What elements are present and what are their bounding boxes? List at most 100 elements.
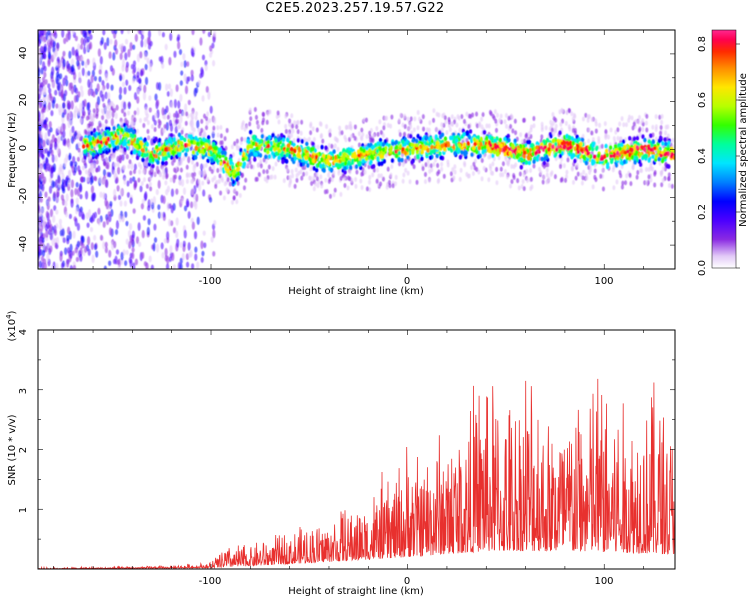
spectrogram-cell: [542, 160, 547, 166]
spectrogram-cell: [116, 130, 121, 136]
spectrogram-cell: [339, 175, 343, 181]
spectrogram-cell: [90, 75, 94, 84]
spectrogram-cell: [507, 115, 511, 121]
spectrogram-cell: [293, 156, 297, 162]
spectrogram-cell: [45, 210, 49, 219]
spectrogram-cell: [620, 184, 624, 190]
spectrogram-cell: [285, 159, 289, 164]
spectrogram-cell: [230, 164, 235, 170]
spectrogram-cell: [45, 31, 49, 41]
spectrogram-cell: [125, 65, 129, 73]
spectrogram-cell: [669, 146, 674, 152]
spectrogram-cell: [42, 258, 47, 265]
spectrogram-cell: [150, 264, 154, 269]
spectrogram-cell: [191, 221, 195, 230]
spectrogram-cell: [136, 88, 141, 95]
spectrogram-cell: [284, 113, 288, 119]
spectrogram-cell: [470, 164, 474, 170]
spectrogram-cell: [319, 163, 323, 169]
spectrogram-cell: [444, 142, 448, 148]
spectrogram-cell: [558, 153, 563, 159]
spectrogram-cell: [167, 83, 172, 90]
spectrogram-cell: [352, 163, 356, 169]
spectrogram-cell: [148, 63, 152, 73]
spectrogram-cell: [223, 181, 227, 187]
spectrogram-cell: [201, 180, 205, 186]
spectrogram-cell: [364, 156, 369, 162]
spectrogram-cell: [174, 118, 178, 124]
spectrogram-cell: [636, 170, 640, 176]
spectrogram-cell: [573, 127, 577, 133]
spectrogram-cell: [131, 129, 136, 135]
spectrogram-cell: [213, 219, 217, 226]
spectrogram-cell: [148, 255, 152, 263]
spectrogram-cell: [311, 141, 315, 147]
spectrogram-cell: [328, 132, 332, 138]
spectrogram-cell: [136, 96, 140, 104]
spectrogram-cell: [487, 154, 491, 160]
spectrogram-cell: [436, 144, 440, 150]
spectrogram-cell: [243, 137, 247, 143]
spectrogram-cell: [280, 152, 284, 158]
spectrogram-cell: [103, 42, 107, 50]
spectrogram-cell: [576, 154, 580, 159]
spectrogram-cell: [104, 140, 108, 146]
spectrogram-cell: [185, 111, 189, 117]
spectrogram-cell: [409, 116, 413, 122]
spectrogram-cell: [152, 195, 156, 205]
spectrogram-cell: [75, 182, 79, 188]
spectrogram-cell: [87, 209, 92, 218]
spectrogram-cell: [354, 177, 358, 183]
spectrogram-cell: [108, 51, 112, 59]
spectrogram-ticks: [38, 29, 675, 270]
spectrogram-cell: [72, 264, 77, 269]
spectrogram-cell: [71, 30, 75, 35]
spectrogram-cell: [343, 169, 347, 175]
spectrogram-cell: [255, 138, 260, 143]
spectrogram-cell: [38, 76, 41, 85]
spectrogram-cell: [285, 147, 290, 153]
spectrogram-cell: [353, 124, 357, 130]
spectrogram-cell: [71, 64, 75, 73]
spectrogram-cell: [231, 171, 236, 176]
spectrogram-cell: [52, 40, 56, 47]
spectrogram-cell: [190, 69, 194, 77]
spectrogram-cell: [92, 108, 96, 114]
spectrogram-cell: [294, 167, 298, 173]
spectrogram-cell: [638, 126, 642, 132]
spectrogram-cell: [582, 169, 586, 175]
spectrogram-cell: [274, 161, 278, 167]
spectrogram-cell: [217, 178, 221, 184]
colorbar-tick-label: 0.6: [697, 92, 708, 108]
spectrogram-cell: [180, 178, 185, 187]
spectrogram-cell: [391, 183, 395, 189]
spectrogram-cell: [314, 181, 318, 187]
spectrogram-cell: [306, 163, 310, 168]
spectrogram-cell: [194, 145, 199, 151]
spectrogram-cell: [98, 135, 102, 141]
spectrogram-cell: [338, 151, 343, 157]
spectrogram-cell: [179, 167, 183, 173]
spectrogram-cell: [142, 169, 146, 175]
spectrogram-cell: [291, 128, 295, 134]
spectrogram-cell: [667, 172, 671, 178]
spectrogram-cell: [162, 174, 166, 180]
svg-text:(x104): (x104): [5, 310, 18, 341]
spectrogram-cell: [124, 52, 128, 61]
spectrogram-cell: [143, 84, 147, 94]
spectrogram-cell: [135, 139, 139, 144]
spectrogram-cell: [64, 75, 68, 81]
spectrogram-cell: [601, 186, 605, 192]
spectrogram-cell: [440, 122, 444, 128]
spectrogram-cell: [293, 183, 297, 189]
spectrogram-cell: [179, 257, 183, 264]
spectrogram-cell: [225, 127, 229, 133]
spectrogram-cell: [50, 110, 54, 117]
spectrogram-cell: [193, 171, 197, 177]
spectrogram-cell: [455, 145, 459, 151]
spectrogram-cell: [187, 133, 191, 139]
spectrogram-cell: [103, 160, 107, 166]
spectrogram-cell: [62, 237, 66, 244]
spectrogram-cell: [552, 138, 556, 144]
spectrogram-cell: [76, 240, 81, 248]
